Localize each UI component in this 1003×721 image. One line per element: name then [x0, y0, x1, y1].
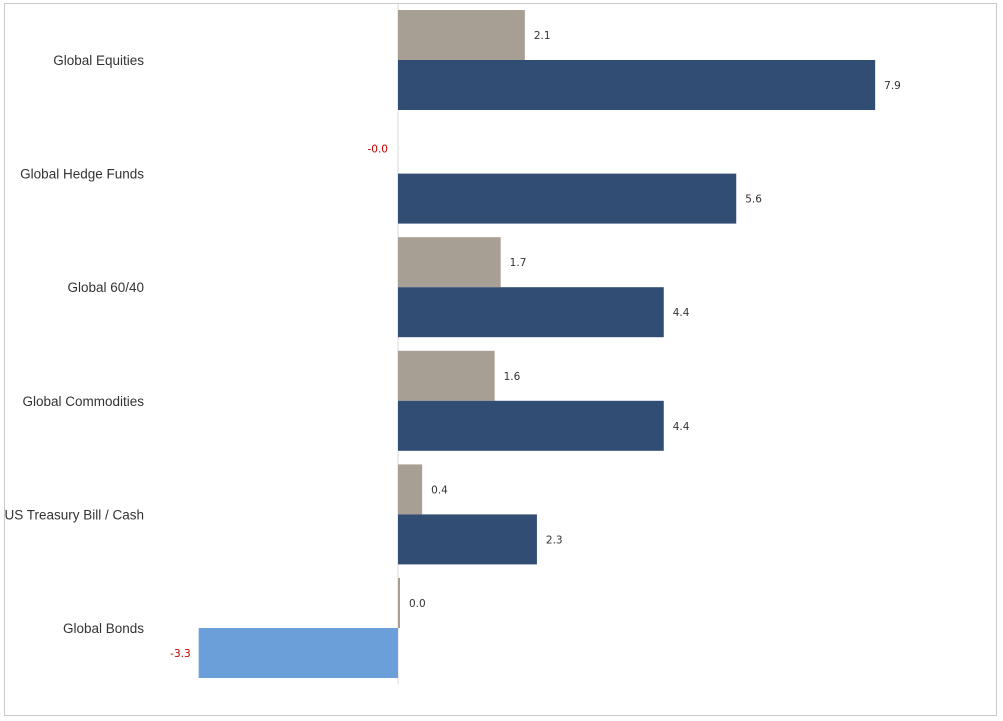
data-label: 0.0 [409, 598, 426, 610]
chart-frame [4, 3, 997, 716]
category-label: Global Equities [53, 53, 144, 68]
bar-series-1 [398, 350, 495, 401]
data-label: -3.3 [170, 648, 191, 660]
bar-series-2 [398, 287, 664, 338]
data-label: 2.1 [534, 30, 551, 42]
category-label: Global Commodities [22, 394, 144, 409]
bar-series-2 [398, 514, 537, 565]
bar-series-2 [398, 400, 664, 451]
category-label: Global 60/40 [67, 280, 144, 295]
bar-series-1 [398, 464, 423, 515]
bar-series-1 [398, 237, 501, 288]
data-label: 4.4 [673, 307, 690, 319]
category-label: Global Bonds [63, 621, 144, 636]
category-label: US Treasury Bill / Cash [4, 507, 144, 522]
data-label: 5.6 [745, 194, 762, 206]
data-label: 7.9 [884, 80, 901, 92]
data-label: 1.7 [510, 257, 527, 269]
bar-series-2 [398, 173, 737, 224]
category-label: Global Hedge Funds [20, 167, 144, 182]
data-label: 4.4 [673, 421, 690, 433]
data-label: 1.6 [504, 371, 521, 383]
bar-series-1 [398, 10, 525, 60]
data-label: 0.4 [431, 484, 448, 496]
bar-series-2 [198, 628, 398, 678]
data-label: -0.0 [368, 144, 389, 156]
bar-series-1 [398, 578, 400, 628]
data-label: 2.3 [546, 534, 563, 546]
bar-series-2 [398, 60, 876, 110]
